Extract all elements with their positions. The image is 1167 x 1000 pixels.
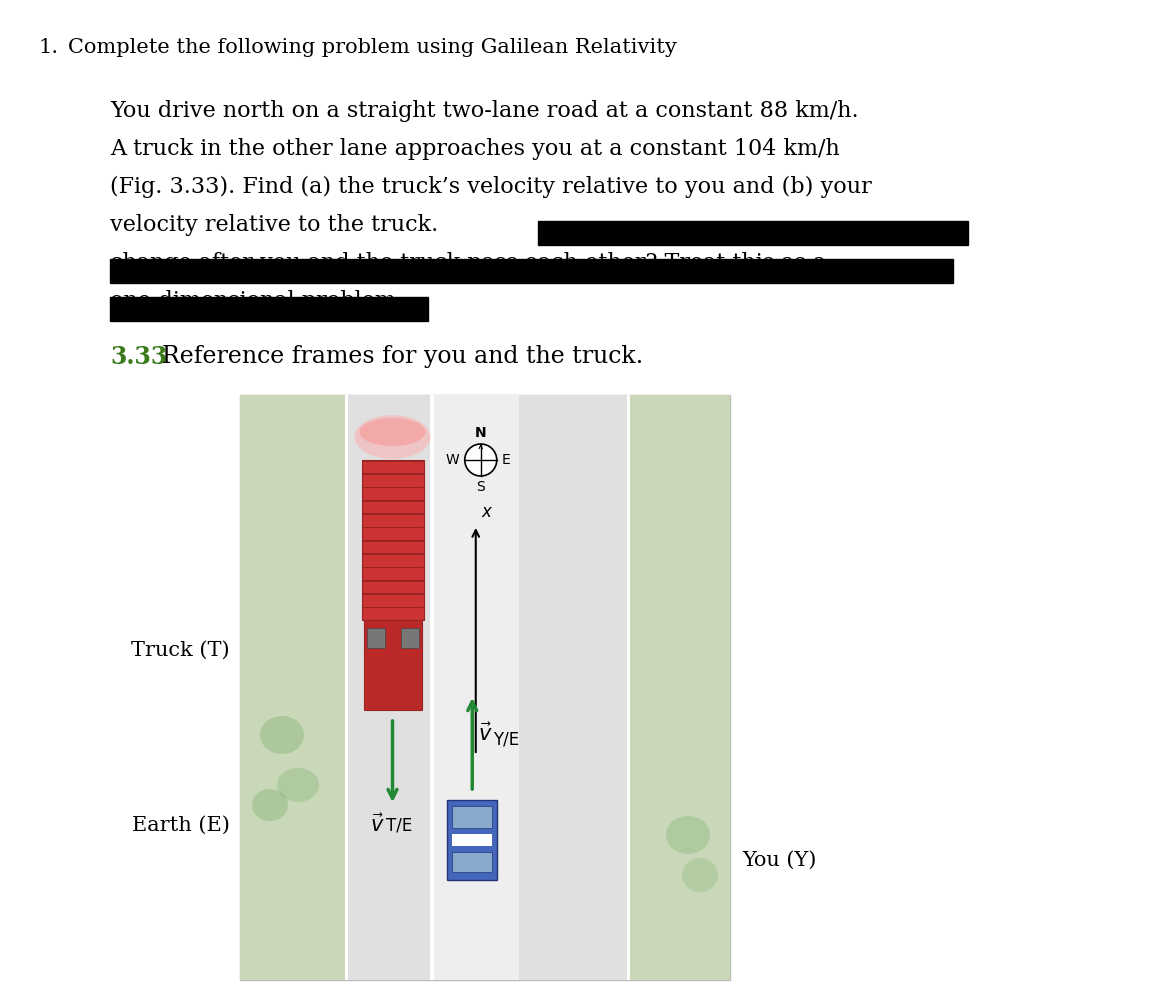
Bar: [362, 513, 424, 515]
Text: You drive north on a straight two-lane road at a constant 88 km/h.: You drive north on a straight two-lane r…: [110, 100, 859, 122]
Text: S: S: [476, 480, 485, 494]
Text: N: N: [475, 426, 487, 440]
Text: Complete the following problem using Galilean Relativity: Complete the following problem using Gal…: [68, 38, 677, 57]
Bar: [453, 806, 492, 828]
Text: x: x: [482, 503, 491, 521]
Text: Reference frames for you and the truck.: Reference frames for you and the truck.: [162, 345, 643, 368]
Bar: [453, 852, 492, 872]
Text: W: W: [446, 453, 460, 467]
Bar: [366, 628, 384, 648]
Text: one-dimensional problem.: one-dimensional problem.: [110, 290, 403, 312]
Bar: [362, 593, 424, 595]
Text: $\vec{v}$: $\vec{v}$: [478, 722, 492, 745]
Bar: [362, 473, 424, 475]
Bar: [110, 297, 428, 321]
Text: change after you and the truck pass each other? Treat this as a: change after you and the truck pass each…: [110, 252, 826, 274]
Bar: [345, 395, 348, 980]
Bar: [240, 395, 731, 980]
Text: Y/E: Y/E: [494, 730, 519, 748]
Text: T/E: T/E: [386, 817, 413, 835]
Ellipse shape: [682, 858, 718, 892]
Text: Earth (E): Earth (E): [132, 816, 230, 834]
Bar: [453, 834, 492, 846]
Ellipse shape: [277, 768, 319, 802]
Ellipse shape: [355, 415, 431, 459]
Bar: [240, 395, 345, 980]
Ellipse shape: [666, 816, 710, 854]
Bar: [362, 607, 424, 608]
Bar: [345, 395, 630, 980]
Text: $\vec{v}$: $\vec{v}$: [370, 813, 384, 836]
Text: Truck (T): Truck (T): [132, 641, 230, 660]
Bar: [538, 221, 967, 245]
Text: (Fig. 3.33). Find (a) the truck’s velocity relative to you and (b) your: (Fig. 3.33). Find (a) the truck’s veloci…: [110, 176, 872, 198]
Text: velocity relative to the truck.: velocity relative to the truck.: [110, 214, 439, 236]
Bar: [429, 395, 434, 980]
Bar: [362, 580, 424, 582]
Ellipse shape: [260, 716, 303, 754]
Text: 1.: 1.: [39, 38, 58, 57]
Bar: [363, 620, 421, 710]
Bar: [630, 395, 731, 980]
Text: You (Y): You (Y): [742, 850, 817, 869]
Bar: [362, 500, 424, 502]
Text: 3.33: 3.33: [110, 345, 167, 369]
Text: A truck in the other lane approaches you at a constant 104 km/h: A truck in the other lane approaches you…: [110, 138, 840, 160]
Bar: [362, 567, 424, 568]
Bar: [362, 460, 424, 462]
Bar: [110, 259, 953, 283]
Bar: [362, 553, 424, 555]
Bar: [362, 487, 424, 488]
Ellipse shape: [359, 418, 426, 446]
Bar: [434, 395, 519, 980]
Ellipse shape: [252, 789, 288, 821]
Circle shape: [464, 444, 497, 476]
Bar: [362, 460, 424, 620]
Text: E: E: [502, 453, 510, 467]
Bar: [627, 395, 630, 980]
Bar: [362, 540, 424, 542]
Bar: [400, 628, 419, 648]
Bar: [447, 800, 497, 880]
Bar: [362, 527, 424, 528]
